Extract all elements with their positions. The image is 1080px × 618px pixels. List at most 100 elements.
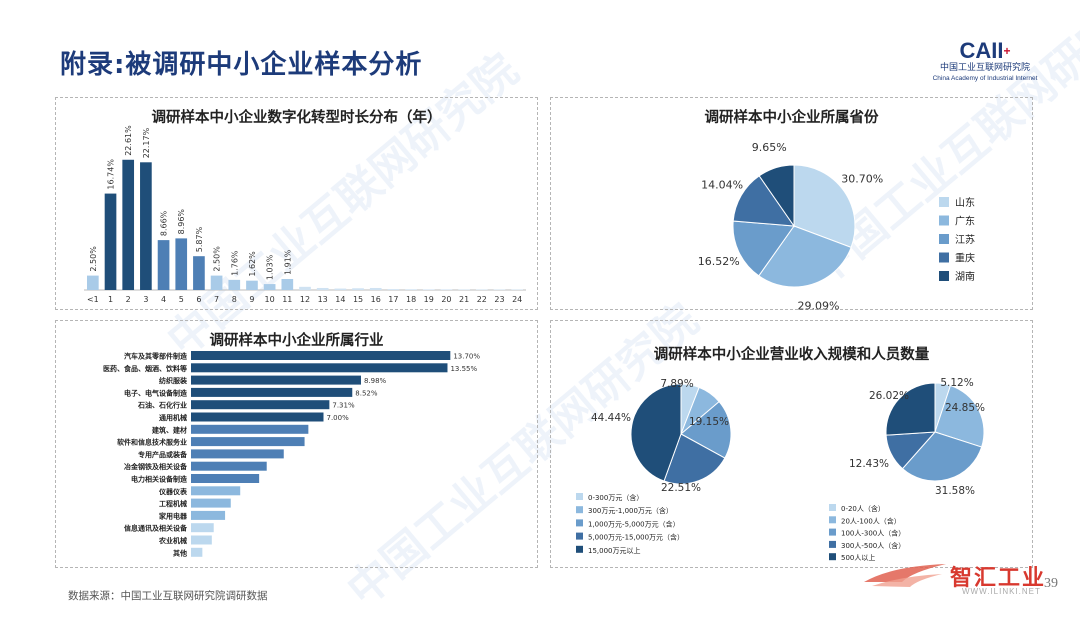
bar <box>191 351 450 360</box>
staff-slice-label: 26.02% <box>869 390 909 402</box>
legend-label: 重庆 <box>955 252 975 265</box>
bar <box>388 289 400 290</box>
x-tick-label: 19 <box>424 295 434 304</box>
revenue-staff-pie-charts: 7.89%19.15%22.51%44.44%5.12%24.85%31.58%… <box>551 321 1034 569</box>
revenue-legend-label: 0-300万元（含） <box>588 493 643 502</box>
y-tick-label: 冶金钢铁及相关设备 <box>124 462 188 471</box>
y-tick-label: 石油、石化行业 <box>137 401 187 410</box>
slice-label: 16.52% <box>698 255 740 268</box>
bar <box>191 363 447 372</box>
staff-legend-swatch <box>829 529 836 536</box>
legend-swatch <box>939 216 949 226</box>
data-label: 8.52% <box>355 389 378 397</box>
bar <box>299 287 311 290</box>
x-tick-label: 17 <box>388 295 398 304</box>
x-tick-label: 7 <box>214 295 219 304</box>
logo: CAII+ 中国工业互联网研究院 China Academy of Indust… <box>925 40 1045 83</box>
bar <box>191 376 361 385</box>
bar <box>191 388 352 397</box>
data-label: 7.31% <box>332 402 355 410</box>
staff-slice-label: 31.58% <box>935 485 975 497</box>
data-source-note: 数据来源：中国工业互联网研究院调研数据 <box>68 588 268 603</box>
revenue-legend-label: 5,000万元-15,000万元（含） <box>588 533 684 542</box>
x-tick-label: 16 <box>371 295 381 304</box>
x-tick-label: 22 <box>477 295 487 304</box>
x-tick-label: 1 <box>108 295 113 304</box>
bar <box>246 281 258 290</box>
y-tick-label: 工程机械 <box>159 499 187 508</box>
data-label: 1.62% <box>248 251 257 277</box>
revenue-slice-label: 22.51% <box>661 482 701 494</box>
x-tick-label: 13 <box>318 295 328 304</box>
y-tick-label: 农业机械 <box>158 536 187 545</box>
x-tick-label: 18 <box>406 295 416 304</box>
legend-label: 广东 <box>955 215 975 228</box>
bar <box>191 486 240 495</box>
bar <box>352 288 364 290</box>
data-label: 16.74% <box>107 159 116 190</box>
y-tick-label: 医药、食品、烟酒、饮料等 <box>103 364 187 373</box>
revenue-legend-label: 15,000万元以上 <box>588 546 641 555</box>
data-label: 8.98% <box>364 377 387 385</box>
data-label: 22.61% <box>124 125 133 156</box>
staff-legend-label: 100人-300人（含） <box>841 529 905 538</box>
logo-mark: CAII+ <box>925 40 1045 62</box>
bar <box>423 289 435 290</box>
legend-label: 江苏 <box>955 233 975 246</box>
y-tick-label: 其他 <box>173 548 187 557</box>
revenue-slice-label: 44.44% <box>591 412 631 424</box>
legend-swatch <box>939 234 949 244</box>
y-tick-label: 专用产品或装备 <box>138 450 188 459</box>
x-tick-label: <1 <box>87 295 99 304</box>
staff-slice-label: 24.85% <box>945 402 985 414</box>
data-label: 13.55% <box>450 365 477 373</box>
staff-legend-swatch <box>829 553 836 560</box>
bar <box>405 289 417 290</box>
x-tick-label: 4 <box>161 295 166 304</box>
data-label: 8.96% <box>177 209 186 235</box>
province-chart-panel: 调研样本中小企业所属省份 30.70%29.09%16.52%14.04%9.6… <box>550 97 1033 310</box>
bar <box>191 523 214 532</box>
y-tick-label: 家用电器 <box>159 511 188 520</box>
x-tick-label: 10 <box>265 295 275 304</box>
bar <box>158 240 170 290</box>
revenue-legend-label: 1,000万元-5,000万元（含） <box>588 519 680 528</box>
data-label: 7.00% <box>327 414 350 422</box>
x-tick-label: 5 <box>179 295 184 304</box>
revenue-slice-label: 19.15% <box>689 416 729 428</box>
data-label: 1.03% <box>266 254 275 280</box>
data-label: 8.66% <box>160 210 169 236</box>
page-number: 39 <box>1044 576 1058 592</box>
data-label: 13.70% <box>453 353 480 361</box>
x-tick-label: 14 <box>335 295 345 304</box>
revenue-legend-swatch <box>576 533 583 540</box>
bar <box>105 194 117 290</box>
bar <box>191 449 284 458</box>
bar <box>87 276 99 290</box>
legend-swatch <box>939 271 949 281</box>
data-label: 5.87% <box>195 226 204 252</box>
bar <box>193 256 205 290</box>
staff-legend-swatch <box>829 516 836 523</box>
y-tick-label: 建筑、建材 <box>152 425 187 434</box>
bar <box>264 284 276 290</box>
legend-swatch <box>939 253 949 263</box>
brand-url: WWW.ILINKI.NET <box>962 587 1041 596</box>
logo-chinese-name: 中国工业互联网研究院 <box>925 62 1045 74</box>
staff-legend-swatch <box>829 541 836 548</box>
bar <box>140 162 152 290</box>
x-tick-label: 9 <box>249 295 254 304</box>
y-tick-label: 软件和信息技术服务业 <box>117 438 187 447</box>
revenue-legend-swatch <box>576 519 583 526</box>
bar <box>191 413 324 422</box>
data-label: 22.17% <box>142 127 151 158</box>
bar <box>191 425 308 434</box>
bar <box>191 400 329 409</box>
bar <box>191 536 212 545</box>
x-tick-label: 11 <box>282 295 292 304</box>
x-tick-label: 21 <box>459 295 469 304</box>
legend-swatch <box>939 197 949 207</box>
